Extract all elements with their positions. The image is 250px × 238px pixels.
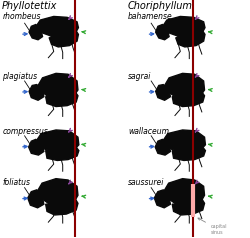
- Text: sagrai: sagrai: [128, 72, 151, 81]
- Polygon shape: [46, 90, 78, 107]
- Polygon shape: [154, 190, 170, 208]
- Text: Choriphyllum: Choriphyllum: [128, 1, 193, 11]
- Polygon shape: [176, 28, 205, 47]
- Polygon shape: [164, 179, 204, 205]
- Text: plagiatus: plagiatus: [2, 72, 37, 81]
- Polygon shape: [37, 16, 78, 37]
- Polygon shape: [163, 130, 205, 152]
- Polygon shape: [155, 139, 170, 155]
- Polygon shape: [29, 84, 44, 100]
- Polygon shape: [38, 179, 78, 205]
- Text: wallaceum: wallaceum: [128, 127, 169, 136]
- Polygon shape: [46, 197, 78, 215]
- Polygon shape: [29, 25, 42, 40]
- Polygon shape: [172, 90, 204, 107]
- Text: capital
sinus: capital sinus: [198, 218, 227, 235]
- Polygon shape: [164, 73, 204, 98]
- Polygon shape: [172, 197, 204, 215]
- Polygon shape: [28, 139, 44, 155]
- Text: compressus: compressus: [2, 127, 48, 136]
- Polygon shape: [38, 73, 78, 98]
- Text: saussurei: saussurei: [128, 178, 164, 187]
- Polygon shape: [156, 84, 170, 100]
- Polygon shape: [37, 130, 79, 152]
- Text: rhombeus: rhombeus: [2, 12, 41, 21]
- Text: foliatus: foliatus: [2, 178, 30, 187]
- Text: Phyllotettix: Phyllotettix: [2, 1, 57, 11]
- Polygon shape: [49, 28, 78, 47]
- Polygon shape: [163, 16, 205, 37]
- Text: bahamense: bahamense: [128, 12, 173, 21]
- Polygon shape: [172, 145, 206, 160]
- Polygon shape: [46, 145, 79, 160]
- Polygon shape: [28, 190, 44, 208]
- Polygon shape: [156, 25, 169, 40]
